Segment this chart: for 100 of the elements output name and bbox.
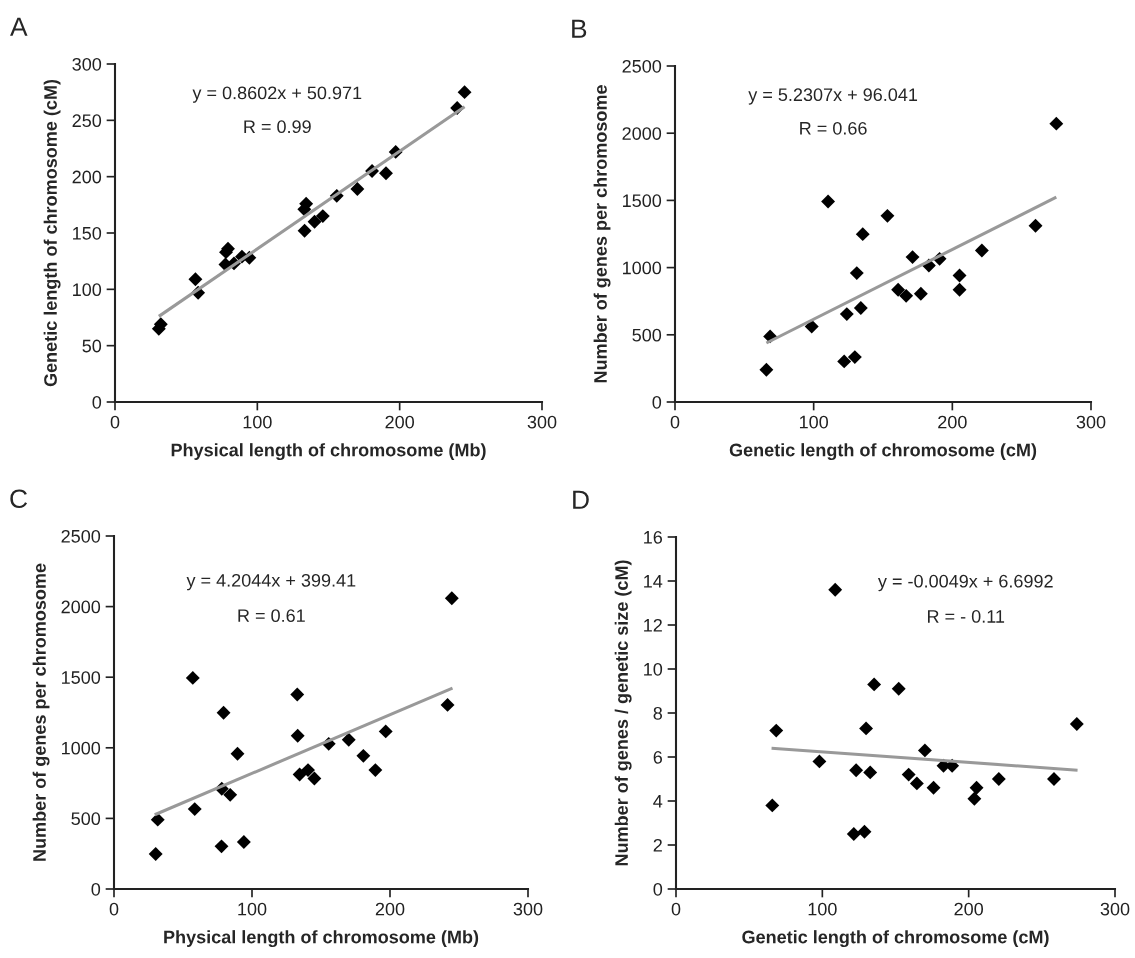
y-tick-label: 300 (72, 57, 102, 71)
point (185, 670, 200, 685)
point (837, 354, 852, 369)
point (991, 772, 1006, 786)
point (905, 250, 920, 265)
point (839, 307, 854, 322)
x-axis-title: Physical length of chromosome (Mb) (171, 443, 486, 461)
point (350, 182, 365, 196)
y-tick-label: 0 (653, 882, 663, 896)
y-tick-label: 2 (653, 838, 662, 852)
y-tick-label: 10 (644, 662, 663, 676)
annotation: y = 5.2307x + 96.041 (748, 88, 918, 105)
y-tick-label: 0 (652, 395, 662, 409)
y-tick-label: 1000 (623, 261, 662, 275)
point (769, 723, 784, 738)
point (292, 767, 307, 782)
y-tick-label: 12 (644, 618, 662, 632)
point (1049, 116, 1064, 131)
point (853, 301, 868, 315)
x-tick-label: 200 (375, 902, 405, 916)
x-tick-label: 0 (109, 902, 119, 916)
x-axis-title: Genetic length of chromosome (cM) (742, 930, 1049, 948)
point (880, 208, 895, 223)
x-axis-title: Physical length of chromosome (Mb) (164, 930, 479, 948)
y-tick-label: 2000 (61, 600, 101, 614)
y-tick-label: 0 (92, 395, 102, 409)
chart-title: A (10, 17, 28, 36)
y-tick-label: 100 (73, 283, 102, 297)
point (812, 754, 827, 769)
y-tick-label: 500 (71, 812, 101, 826)
y-tick-label: 14 (644, 575, 663, 588)
annotation: R = 0.61 (238, 609, 305, 623)
point (974, 243, 989, 258)
point (846, 827, 861, 841)
x-tick-label: 0 (670, 415, 680, 429)
y-tick-label: 16 (644, 530, 663, 544)
point (150, 812, 165, 827)
point (926, 780, 941, 795)
point (187, 802, 202, 817)
point (1069, 717, 1084, 731)
x-tick-label: 100 (808, 902, 837, 916)
point (290, 728, 305, 743)
x-tick-label: 100 (243, 415, 272, 429)
y-tick-label: 1500 (623, 194, 662, 208)
y-axis-title: Number of genes per chromosome (32, 563, 50, 861)
point (236, 835, 251, 849)
point (863, 765, 878, 780)
point (457, 85, 472, 100)
point (440, 697, 455, 712)
x-tick-label: 0 (110, 415, 120, 429)
point (849, 763, 864, 778)
y-tick-label: 50 (82, 339, 102, 353)
point (188, 272, 203, 287)
x-tick-label: 100 (799, 415, 829, 429)
y-tick-label: 200 (72, 170, 102, 184)
point (828, 582, 843, 597)
point (967, 791, 982, 806)
y-tick-label: 150 (73, 226, 102, 240)
chart-title: C (10, 489, 28, 509)
x-tick-label: 200 (385, 415, 415, 429)
y-tick-label: 2000 (622, 127, 662, 140)
point (1028, 218, 1043, 233)
point (804, 319, 819, 334)
y-tick-label: 500 (632, 328, 662, 342)
x-tick-label: 0 (671, 902, 681, 916)
x-tick-label: 200 (954, 902, 984, 916)
x-tick-label: 300 (513, 902, 543, 916)
y-tick-label: 1000 (62, 741, 101, 755)
point (148, 847, 163, 861)
x-tick-label: 200 (938, 415, 967, 429)
annotation: y = 4.2044x + 399.41 (186, 573, 356, 591)
point (867, 677, 882, 692)
point (859, 721, 874, 736)
point (952, 282, 967, 297)
x-tick-label: 100 (238, 902, 267, 916)
y-tick-label: 8 (653, 706, 663, 720)
point (297, 223, 312, 238)
point (891, 681, 906, 696)
annotation: R = 0.66 (800, 121, 867, 135)
point (214, 839, 229, 854)
y-axis-title: Number of genes / genetic size (cM) (614, 560, 632, 866)
point (952, 268, 967, 283)
point (891, 282, 906, 297)
x-axis-title: Genetic length of chromosome (cM) (729, 443, 1037, 461)
y-tick-label: 4 (653, 795, 663, 808)
point (230, 746, 245, 761)
y-tick-label: 6 (653, 750, 663, 764)
point (759, 362, 774, 377)
y-tick-label: 2500 (622, 59, 662, 73)
y-axis-title: Number of genes per chromosome (593, 85, 611, 383)
point (917, 743, 932, 758)
point (909, 776, 924, 791)
x-tick-label: 300 (1076, 415, 1106, 429)
x-tick-label: 300 (1100, 902, 1130, 916)
annotation: y = 0.8602x + 50.971 (192, 86, 362, 103)
point (913, 286, 928, 301)
y-tick-label: 1500 (62, 671, 101, 684)
annotation: R = 0.99 (244, 120, 311, 134)
point (765, 798, 780, 813)
point (290, 687, 305, 702)
